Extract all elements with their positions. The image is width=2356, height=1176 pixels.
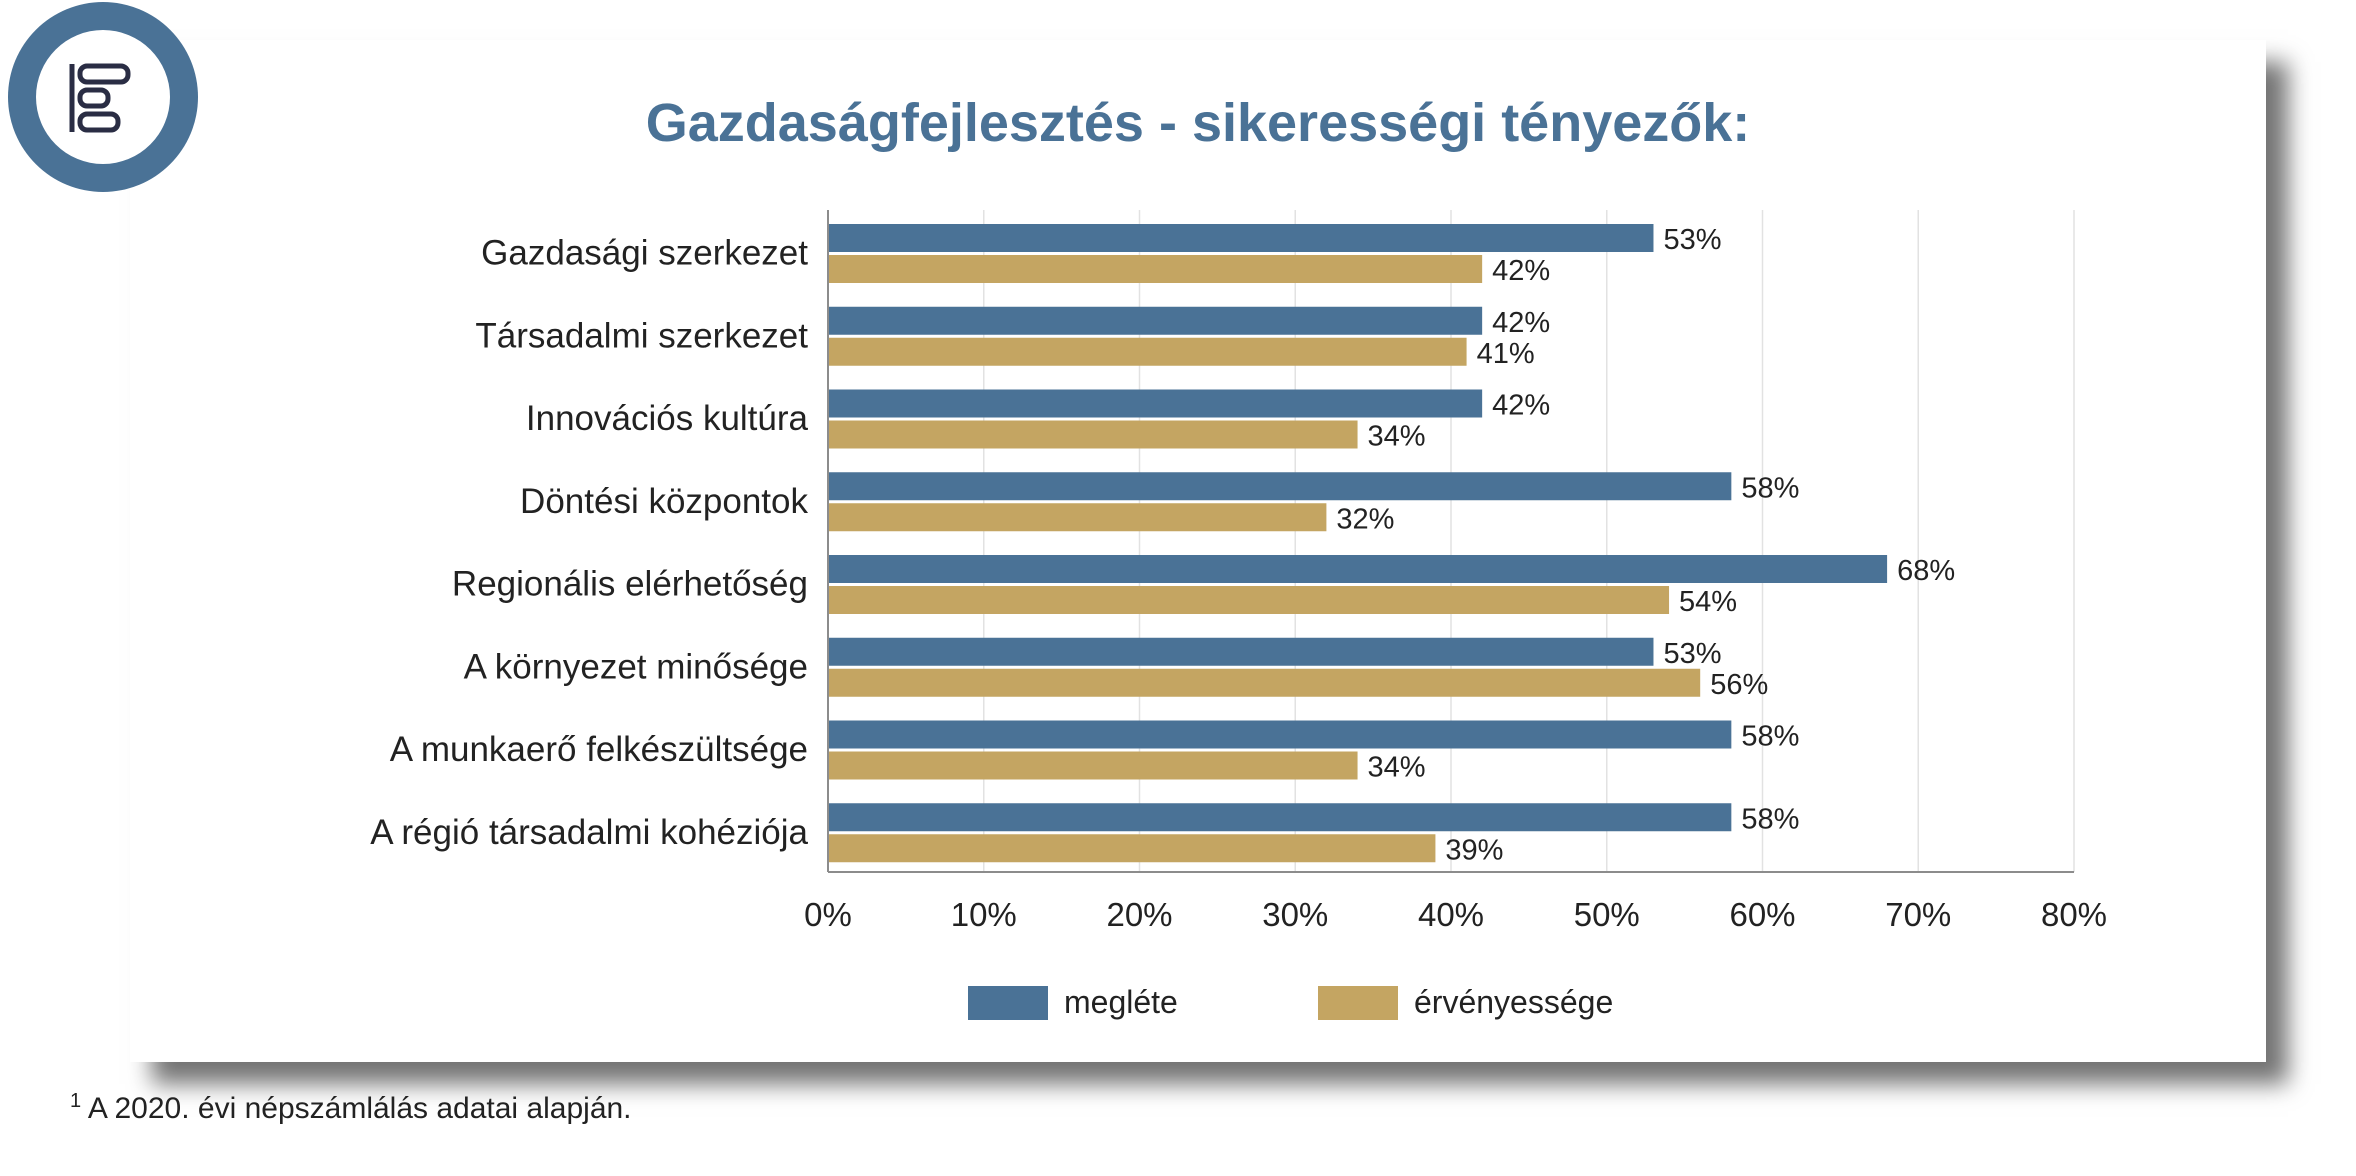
category-label: Regionális elérhetőség xyxy=(452,565,808,604)
data-label: 39% xyxy=(1445,834,1503,866)
bar xyxy=(828,803,1732,832)
x-tick-label: 20% xyxy=(1106,896,1172,933)
data-label: 32% xyxy=(1336,503,1394,535)
legend-label: megléte xyxy=(1064,984,1178,1020)
legend-swatch xyxy=(968,986,1048,1020)
x-tick-label: 60% xyxy=(1729,896,1795,933)
footnote-marker: 1 xyxy=(70,1090,82,1112)
chart-card xyxy=(130,40,2266,1062)
data-label: 41% xyxy=(1477,338,1535,370)
x-tick-label: 40% xyxy=(1418,896,1484,933)
data-label: 42% xyxy=(1492,255,1550,287)
bar xyxy=(828,834,1436,863)
bar xyxy=(828,751,1358,780)
bar xyxy=(828,306,1483,335)
data-label: 58% xyxy=(1741,472,1799,504)
logo-inner xyxy=(36,30,170,164)
bar xyxy=(828,420,1358,449)
x-tick-label: 50% xyxy=(1574,896,1640,933)
footnote: 1 A 2020. évi népszámlálás adatai alapjá… xyxy=(70,1090,632,1126)
bar xyxy=(828,224,1654,252)
bar xyxy=(828,720,1732,749)
x-tick-label: 10% xyxy=(951,896,1017,933)
category-label: Gazdasági szerkezet xyxy=(481,234,808,273)
bar xyxy=(828,472,1732,501)
data-label: 34% xyxy=(1368,752,1426,784)
bar xyxy=(828,337,1467,366)
category-label: Innovációs kultúra xyxy=(526,399,809,438)
category-label: Döntési központok xyxy=(520,482,808,521)
data-label: 68% xyxy=(1897,555,1955,587)
data-label: 42% xyxy=(1492,307,1550,339)
bar xyxy=(828,555,1888,583)
legend-label: érvényessége xyxy=(1414,984,1613,1020)
category-label: A környezet minősége xyxy=(464,647,808,686)
data-label: 34% xyxy=(1368,421,1426,453)
category-label: Társadalmi szerkezet xyxy=(475,316,808,355)
x-tick-label: 0% xyxy=(804,896,852,933)
data-label: 42% xyxy=(1492,390,1550,422)
category-label: A régió társadalmi kohéziója xyxy=(370,813,808,852)
bar xyxy=(828,668,1701,697)
data-label: 54% xyxy=(1679,586,1737,618)
chart-title: Gazdaságfejlesztés - sikerességi tényező… xyxy=(645,93,1751,153)
bar xyxy=(828,389,1483,418)
bar xyxy=(828,503,1327,532)
data-label: 56% xyxy=(1710,669,1768,701)
data-label: 53% xyxy=(1663,638,1721,670)
x-tick-label: 80% xyxy=(2041,896,2107,933)
bar xyxy=(828,255,1483,283)
category-label: A munkaerő felkészültsége xyxy=(390,730,808,769)
data-label: 58% xyxy=(1741,803,1799,835)
x-tick-label: 70% xyxy=(1885,896,1951,933)
data-label: 53% xyxy=(1663,224,1721,256)
gantt-chart-icon xyxy=(69,63,131,133)
footnote-text: A 2020. évi népszámlálás adatai alapján. xyxy=(87,1092,632,1125)
bar xyxy=(828,586,1670,614)
x-tick-label: 30% xyxy=(1262,896,1328,933)
logo xyxy=(8,2,198,192)
data-label: 58% xyxy=(1741,721,1799,753)
bar xyxy=(828,637,1654,666)
legend-swatch xyxy=(1318,986,1398,1020)
